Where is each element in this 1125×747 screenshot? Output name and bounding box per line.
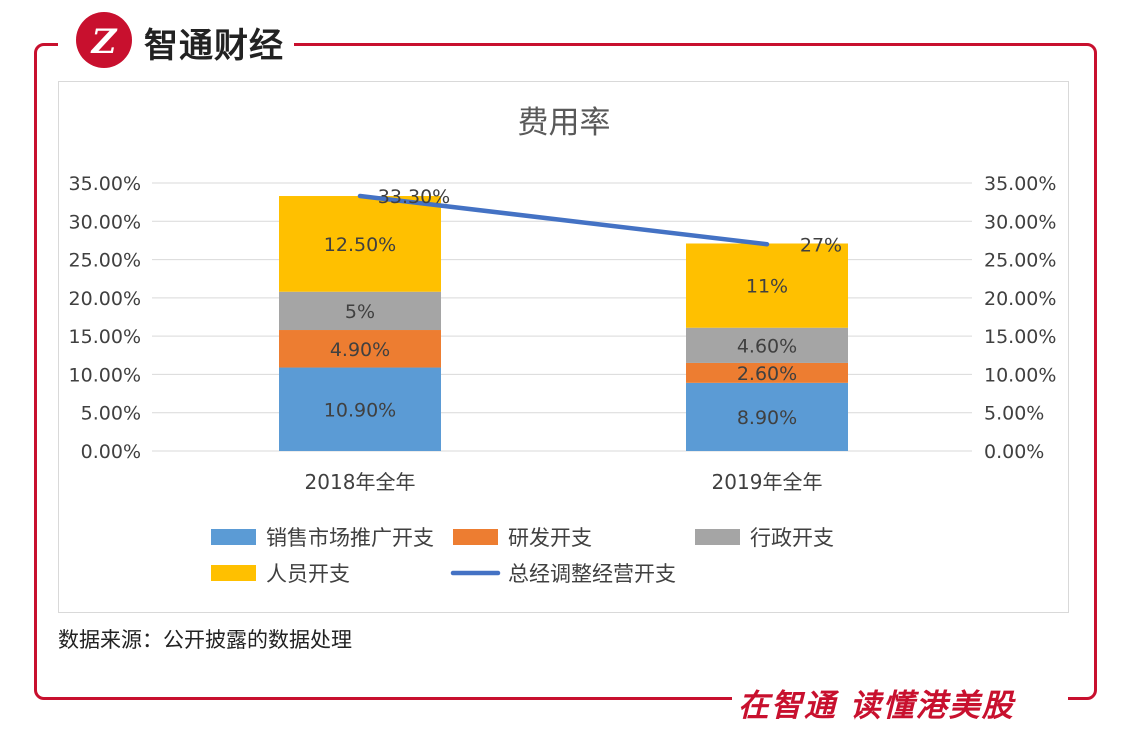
line-data-label: 33.30% [378,186,450,208]
bar-segment [686,382,848,451]
data-label: 4.90% [330,339,390,361]
y2-tick-label: 5.00% [984,403,1044,425]
bar-segment [686,327,848,363]
slogan: 在智通 读懂港美股 [738,688,1015,724]
y2-tick-label: 10.00% [984,364,1056,386]
bar-segment [279,367,441,451]
line-data-label: 27% [800,234,842,256]
data-label: 8.90% [737,407,797,429]
legend-label: 人员开支 [266,562,350,586]
data-source-note: 数据来源：公开披露的数据处理 [58,628,352,652]
legend-swatch [211,529,256,545]
chart-panel [58,81,1069,613]
data-label: 2.60% [737,363,797,385]
slogan-dash-left [714,697,732,700]
y-tick-label: 30.00% [69,211,141,233]
legend-label: 总经调整经营开支 [508,562,676,586]
y2-tick-label: 35.00% [984,173,1056,195]
bar-segment [279,330,441,368]
logo-icon: Z [90,22,118,62]
legend-label: 行政开支 [750,526,834,550]
y-tick-label: 0.00% [81,441,141,463]
data-label: 12.50% [324,234,396,256]
y-tick-label: 25.00% [69,250,141,272]
data-label: 4.60% [737,335,797,357]
bar-segment [686,243,848,328]
legend-swatch [695,529,740,545]
line-series [357,193,770,247]
bar-segment [279,291,441,331]
svg-text:Z: Z [90,22,118,62]
bar-segment [686,362,848,383]
slogan-area [728,678,1072,722]
chart-title: 费用率 [518,105,611,141]
y2-tick-label: 30.00% [984,211,1056,233]
brand-name: 智通财经 [144,26,284,66]
y-tick-label: 10.00% [69,364,141,386]
legend-label: 销售市场推广开支 [266,526,434,550]
card-frame [34,43,1097,700]
bar-segment [279,196,441,292]
data-label: 11% [746,276,788,298]
legend-swatch [211,565,256,581]
y-tick-label: 5.00% [81,403,141,425]
y2-tick-label: 15.00% [984,326,1056,348]
x-tick-label: 2018年全年 [305,470,416,494]
legend-label: 研发开支 [508,526,592,550]
y-tick-label: 20.00% [69,288,141,310]
x-tick-label: 2019年全年 [712,470,823,494]
y-tick-label: 35.00% [69,173,141,195]
legend-swatch [453,529,498,545]
y2-tick-label: 0.00% [984,441,1044,463]
data-label: 5% [345,301,375,323]
y2-tick-label: 20.00% [984,288,1056,310]
logo-badge [76,12,132,68]
y2-tick-label: 25.00% [984,250,1056,272]
y-tick-label: 15.00% [69,326,141,348]
data-label: 10.90% [324,399,396,421]
slogan-dash-right [1068,697,1086,700]
